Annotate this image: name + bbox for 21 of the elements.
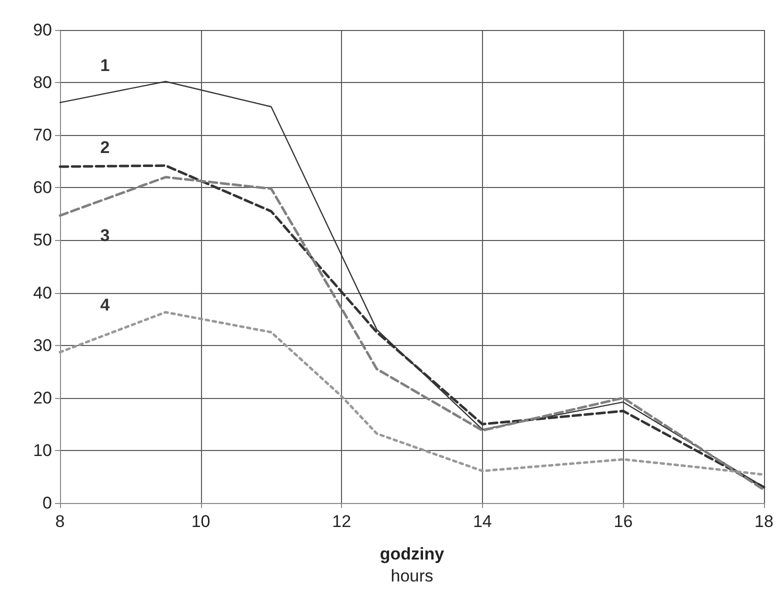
y-tick-label: 0 (42, 494, 52, 512)
x-tick-label: 16 (614, 512, 633, 531)
series-label: 2 (100, 138, 110, 158)
series-label: 4 (100, 296, 110, 315)
x-tick-label: 12 (332, 512, 352, 531)
y-tick-label: 30 (33, 336, 52, 355)
y-tick-label: 80 (33, 73, 52, 92)
x-tick-label: 10 (191, 512, 210, 531)
y-tick-label: 60 (33, 178, 52, 198)
y-tick-label: 10 (33, 440, 52, 460)
y-tick-label: 70 (33, 126, 52, 145)
series-label: 1 (100, 56, 110, 76)
y-tick-label: 40 (33, 283, 52, 302)
y-tick-label: 50 (33, 230, 52, 250)
x-tick-label: 18 (754, 512, 774, 531)
x-tick-label: 14 (472, 512, 492, 531)
line-series (58, 310, 766, 476)
x-axis-title: godziny hours (380, 544, 445, 586)
y-tick-label: 20 (33, 388, 52, 408)
y-tick-label: 90 (33, 20, 52, 40)
x-tick-label: 8 (55, 512, 65, 531)
